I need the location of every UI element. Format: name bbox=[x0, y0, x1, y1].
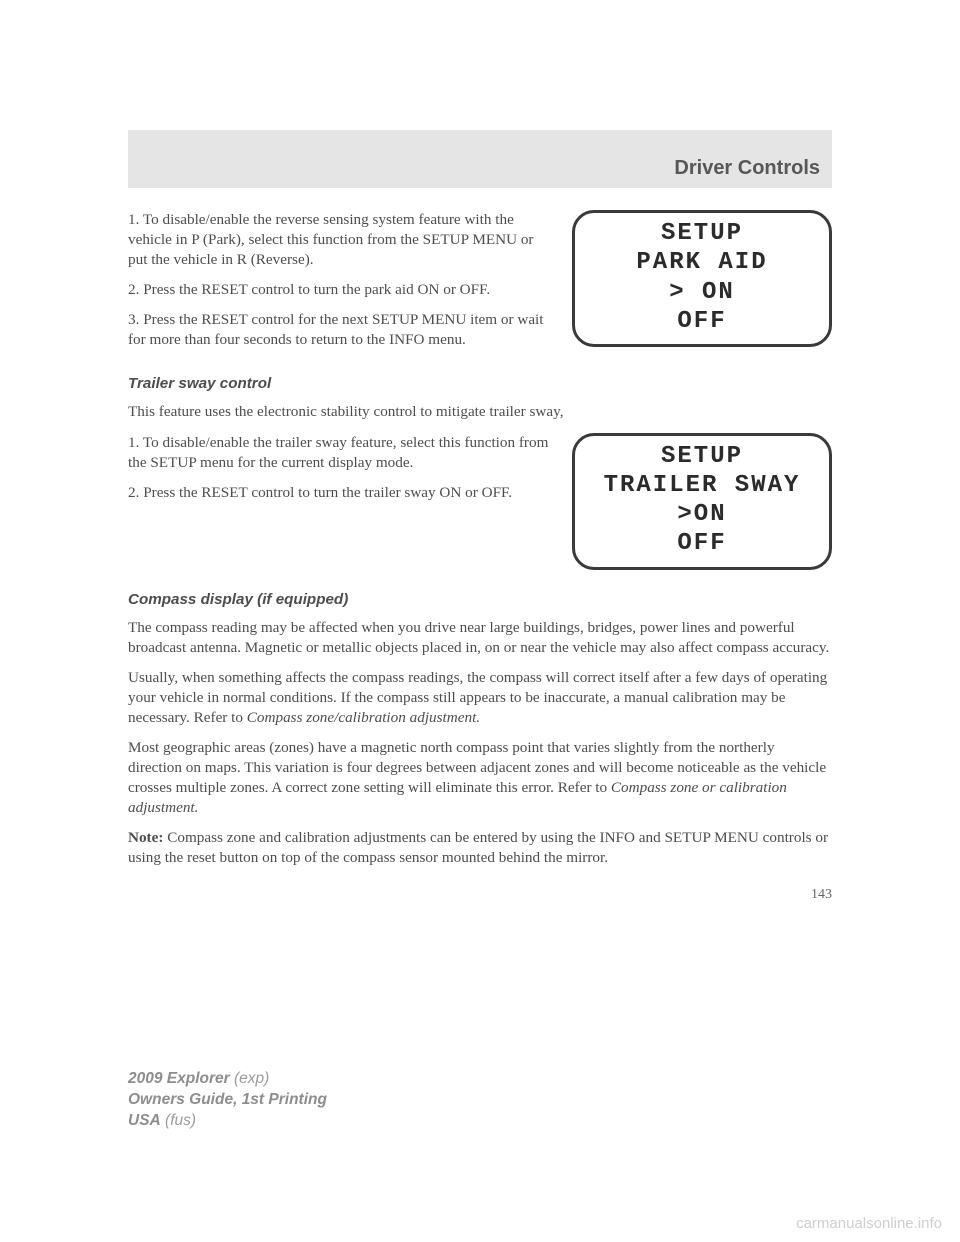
footer-region: USA bbox=[128, 1112, 161, 1129]
lcd-line: PARK AID bbox=[575, 248, 829, 277]
lcd-line: > ON bbox=[575, 278, 829, 307]
footer-line: 2009 Explorer (exp) bbox=[128, 1069, 327, 1090]
footer-block: 2009 Explorer (exp) Owners Guide, 1st Pr… bbox=[128, 1069, 327, 1132]
footer-model: 2009 Explorer bbox=[128, 1070, 230, 1087]
lcd-line: SETUP bbox=[575, 442, 829, 471]
lcd-line: >ON bbox=[575, 500, 829, 529]
paragraph: Most geographic areas (zones) have a mag… bbox=[128, 738, 832, 818]
park-aid-block: SETUP PARK AID > ON OFF 1. To disable/en… bbox=[128, 210, 832, 360]
lcd-park-aid: SETUP PARK AID > ON OFF bbox=[572, 210, 832, 347]
watermark: carmanualsonline.info bbox=[796, 1215, 942, 1232]
header-band: Driver Controls bbox=[128, 130, 832, 188]
lcd-line: OFF bbox=[575, 307, 829, 336]
subheading-compass: Compass display (if equipped) bbox=[128, 590, 832, 610]
page-number: 143 bbox=[128, 886, 832, 904]
section-title: Driver Controls bbox=[674, 157, 820, 180]
paragraph: The compass reading may be affected when… bbox=[128, 618, 832, 658]
lcd-line: SETUP bbox=[575, 219, 829, 248]
footer-line: USA (fus) bbox=[128, 1111, 327, 1132]
footer-code: (fus) bbox=[161, 1112, 196, 1129]
manual-page: Driver Controls SETUP PARK AID > ON OFF … bbox=[0, 0, 960, 1242]
lcd-trailer-sway: SETUP TRAILER SWAY >ON OFF bbox=[572, 433, 832, 570]
text-italic: Compass zone/calibration adjustment. bbox=[247, 709, 480, 726]
lcd-line: OFF bbox=[575, 529, 829, 558]
body-content: SETUP PARK AID > ON OFF 1. To disable/en… bbox=[128, 210, 832, 905]
footer-code: (exp) bbox=[230, 1070, 270, 1087]
paragraph: Usually, when something affects the comp… bbox=[128, 668, 832, 728]
footer-line: Owners Guide, 1st Printing bbox=[128, 1090, 327, 1111]
note-label: Note: bbox=[128, 829, 163, 846]
subheading-trailer-sway: Trailer sway control bbox=[128, 374, 832, 394]
paragraph: This feature uses the electronic stabili… bbox=[128, 402, 832, 422]
trailer-sway-block: SETUP TRAILER SWAY >ON OFF 1. To disable… bbox=[128, 433, 832, 576]
paragraph: Note: Compass zone and calibration adjus… bbox=[128, 828, 832, 868]
lcd-line: TRAILER SWAY bbox=[575, 471, 829, 500]
text-run: Compass zone and calibration adjustments… bbox=[128, 829, 828, 866]
